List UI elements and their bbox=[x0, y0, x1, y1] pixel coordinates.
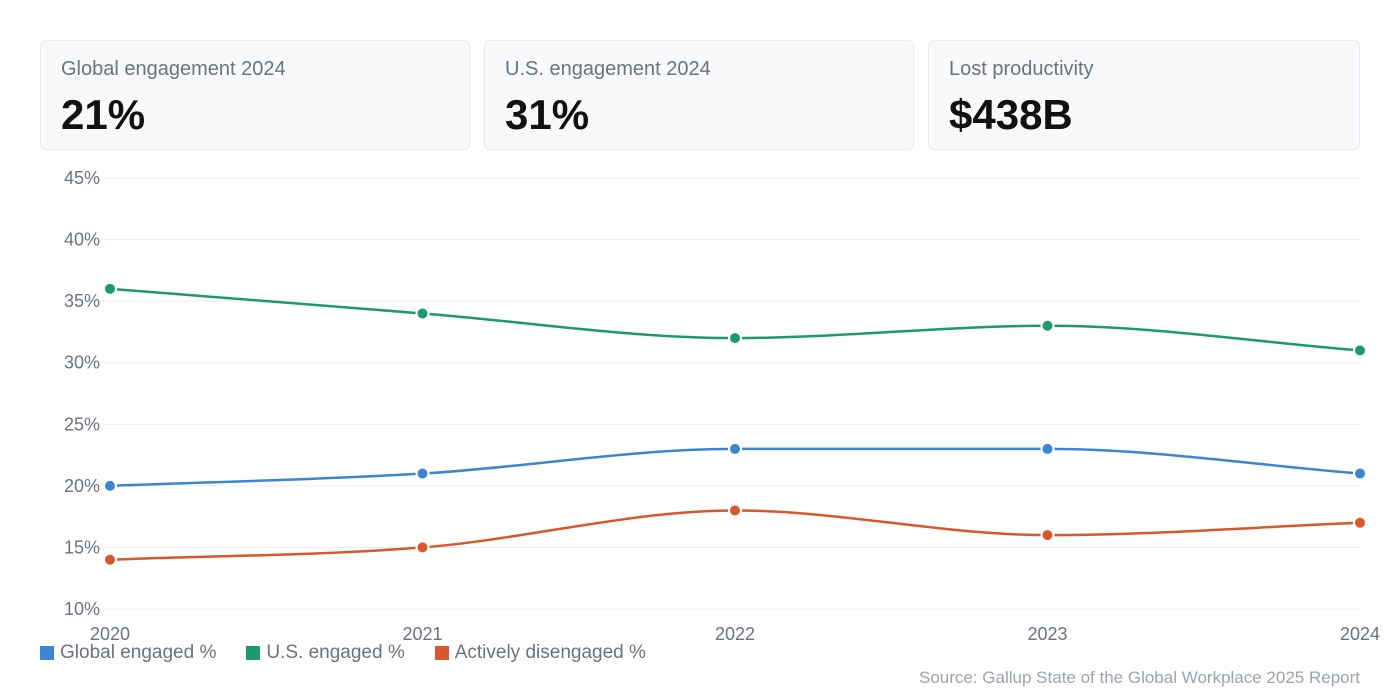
x-tick-label: 2023 bbox=[1027, 624, 1067, 644]
legend-item-disengaged[interactable]: Actively disengaged % bbox=[434, 642, 646, 664]
kpi-label: Global engagement 2024 bbox=[61, 58, 286, 80]
x-tick-label: 2021 bbox=[402, 624, 442, 644]
data-point bbox=[728, 503, 742, 518]
y-tick-label: 20% bbox=[64, 476, 100, 496]
legend-item-us[interactable]: U.S. engaged % bbox=[246, 642, 405, 664]
y-tick-label: 10% bbox=[64, 599, 100, 619]
data-point bbox=[728, 331, 742, 346]
data-point bbox=[415, 466, 430, 481]
kpi-value: 31% bbox=[505, 91, 590, 138]
data-point bbox=[415, 306, 430, 321]
data-point bbox=[415, 540, 430, 555]
kpi-card-global: Global engagement 2024 21% bbox=[40, 40, 470, 150]
kpi-label: U.S. engagement 2024 bbox=[505, 58, 711, 80]
y-tick-label: 25% bbox=[64, 414, 100, 434]
data-point bbox=[103, 281, 117, 296]
data-point bbox=[1353, 466, 1367, 481]
legend-label: Global engaged % bbox=[60, 642, 217, 663]
x-tick-label: 2024 bbox=[1340, 624, 1380, 644]
data-point bbox=[1353, 343, 1367, 358]
data-point bbox=[103, 552, 117, 567]
x-tick-label: 2022 bbox=[715, 624, 755, 644]
kpi-label: Lost productivity bbox=[949, 58, 1094, 80]
legend: Global engaged % U.S. engaged % Actively… bbox=[40, 642, 646, 664]
y-tick-label: 40% bbox=[64, 230, 100, 250]
y-tick-label: 30% bbox=[64, 353, 100, 373]
legend-item-global[interactable]: Global engaged % bbox=[40, 642, 216, 664]
legend-swatch bbox=[246, 646, 261, 660]
series-line-2 bbox=[109, 509, 1361, 561]
source-note: Source: Gallup State of the Global Workp… bbox=[919, 668, 1360, 687]
kpi-value: 21% bbox=[61, 91, 146, 138]
kpi-card-productivity: Lost productivity $438B bbox=[928, 40, 1360, 150]
legend-label: Actively disengaged % bbox=[454, 642, 646, 663]
legend-swatch bbox=[434, 646, 449, 660]
data-point bbox=[1040, 528, 1055, 543]
data-point bbox=[103, 478, 117, 493]
kpi-card-us: U.S. engagement 2024 31% bbox=[484, 40, 914, 150]
y-tick-label: 45% bbox=[64, 168, 100, 188]
x-tick-label: 2020 bbox=[90, 624, 130, 644]
data-point bbox=[1353, 515, 1367, 530]
y-tick-label: 35% bbox=[64, 291, 100, 311]
data-point bbox=[1040, 441, 1055, 456]
y-tick-label: 15% bbox=[64, 537, 100, 557]
legend-swatch bbox=[40, 646, 54, 660]
kpi-value: $438B bbox=[949, 91, 1073, 138]
legend-label: U.S. engaged % bbox=[266, 642, 405, 663]
data-point bbox=[728, 441, 742, 456]
data-point bbox=[1040, 318, 1055, 333]
